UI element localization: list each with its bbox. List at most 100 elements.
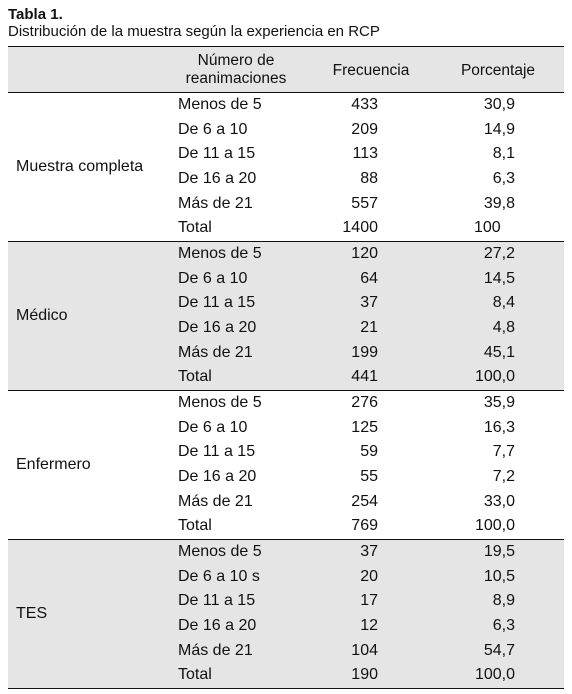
header-num-reanimaciones: Número de reanimaciones xyxy=(176,52,296,88)
group-label: Médico xyxy=(16,307,68,324)
cell-reanimaciones: Menos de 5 xyxy=(178,245,262,262)
table-row: Menos de 5 37 19,5 xyxy=(8,540,564,565)
header-frecuencia: Frecuencia xyxy=(332,62,410,79)
table-row: Menos de 5 120 27,2 xyxy=(8,242,564,267)
cell-reanimaciones: De 16 a 20 xyxy=(178,468,257,485)
cell-frecuencia: 20 xyxy=(360,567,378,585)
cell-porcentaje: 100,0 xyxy=(474,368,515,386)
cell-frecuencia: 254 xyxy=(351,492,378,510)
header-num-line2: reanimaciones xyxy=(185,70,287,87)
cell-porcentaje: 45,1 xyxy=(483,343,515,361)
table-row: Más de 21 104 54,7 xyxy=(8,639,564,664)
cell-frecuencia: 209 xyxy=(351,120,378,138)
table-row: Más de 21 199 45,1 xyxy=(8,341,564,366)
cell-reanimaciones: De 11 a 15 xyxy=(178,592,256,610)
cell-reanimaciones: Menos de 5 xyxy=(178,543,262,560)
cell-reanimaciones: Menos de 5 xyxy=(178,394,262,411)
cell-frecuencia: 17 xyxy=(360,592,378,610)
table-row: Más de 21 557 39,8 xyxy=(8,192,564,217)
table-row: Más de 21 254 33,0 xyxy=(8,490,564,515)
cell-porcentaje: 8,1 xyxy=(492,145,515,163)
cell-reanimaciones: De 11 a 15 xyxy=(178,145,256,163)
cell-porcentaje: 6,3 xyxy=(492,170,515,187)
cell-reanimaciones: De 11 a 15 xyxy=(178,443,256,461)
cell-porcentaje: 8,9 xyxy=(492,592,515,610)
table-group: Médico Menos de 5 120 27,2 De 6 a 10 64 14,5 De… xyxy=(8,242,564,391)
cell-porcentaje: 30,9 xyxy=(483,96,515,113)
cell-frecuencia: 557 xyxy=(351,194,378,212)
cell-porcentaje: 33,0 xyxy=(483,492,515,510)
cell-porcentaje: 54,7 xyxy=(483,641,515,659)
cell-reanimaciones: De 16 a 20 xyxy=(178,617,257,634)
table-row: De 11 a 15 113 8,1 xyxy=(8,142,564,167)
table-row: De 11 a 15 37 8,4 xyxy=(8,291,564,316)
cell-frecuencia: 37 xyxy=(360,294,378,312)
table-row: De 11 a 15 17 8,9 xyxy=(8,589,564,614)
cell-porcentaje: 100,0 xyxy=(474,517,515,535)
table-subtitle: Distribución de la muestra según la expe… xyxy=(8,23,380,40)
table-row: De 16 a 20 12 6,3 xyxy=(8,614,564,639)
cell-porcentaje: 27,2 xyxy=(483,245,515,262)
table-caption: Tabla 1. Distribución de la muestra segú… xyxy=(8,6,568,41)
table-row: De 6 a 10 209 14,9 xyxy=(8,118,564,143)
cell-reanimaciones: De 11 a 15 xyxy=(178,294,256,312)
cell-porcentaje: 14,5 xyxy=(483,269,515,287)
cell-frecuencia: 433 xyxy=(351,96,378,113)
table-row: De 16 a 20 21 4,8 xyxy=(8,316,564,341)
table-header: Número de reanimaciones Frecuencia Porce… xyxy=(8,46,564,93)
cell-porcentaje: 16,3 xyxy=(483,418,515,436)
cell-frecuencia: 59 xyxy=(360,443,378,461)
table-group: TES Menos de 5 37 19,5 De 6 a 10 s 20 10,5 De 1… xyxy=(8,540,564,689)
group-label: TES xyxy=(16,605,48,622)
table-group: Muestra completa Menos de 5 433 30,9 De 6 a … xyxy=(8,93,564,242)
data-table: Número de reanimaciones Frecuencia Porce… xyxy=(8,46,564,689)
table-row: Menos de 5 433 30,9 xyxy=(8,93,564,118)
table-row: De 16 a 20 55 7,2 xyxy=(8,465,564,490)
table-body: Muestra completa Menos de 5 433 30,9 De 6 a … xyxy=(8,93,564,689)
cell-reanimaciones: Menos de 5 xyxy=(178,96,262,113)
cell-reanimaciones: De 6 a 10 xyxy=(178,269,248,287)
cell-reanimaciones: Más de 21 xyxy=(178,641,253,659)
group-label: Enfermero xyxy=(16,456,91,473)
cell-frecuencia: 769 xyxy=(351,517,378,535)
cell-reanimaciones: De 6 a 10 s xyxy=(178,567,260,585)
table-row: Total 769 100,0 xyxy=(8,514,564,539)
cell-porcentaje: 100,0 xyxy=(474,666,515,684)
cell-porcentaje: 14,9 xyxy=(483,120,515,138)
table-row: De 6 a 10 s 20 10,5 xyxy=(8,565,564,590)
cell-porcentaje: 35,9 xyxy=(483,394,515,411)
cell-reanimaciones: Más de 21 xyxy=(178,492,253,510)
cell-frecuencia: 125 xyxy=(351,418,378,436)
header-num-line1: Número de xyxy=(197,52,275,69)
cell-porcentaje: 7,7 xyxy=(492,443,515,461)
cell-frecuencia: 1400 xyxy=(342,219,378,237)
cell-reanimaciones: Total xyxy=(178,517,212,535)
cell-porcentaje: 19,5 xyxy=(483,543,515,560)
cell-reanimaciones: De 16 a 20 xyxy=(178,319,257,336)
table-row: Total 1400 100 xyxy=(8,216,564,241)
cell-frecuencia: 199 xyxy=(351,343,378,361)
cell-frecuencia: 120 xyxy=(351,245,378,262)
cell-reanimaciones: Más de 21 xyxy=(178,343,253,361)
cell-frecuencia: 37 xyxy=(360,543,378,560)
cell-porcentaje: 8,4 xyxy=(492,294,515,312)
cell-reanimaciones: Más de 21 xyxy=(178,194,253,212)
table-row: Total 190 100,0 xyxy=(8,663,564,688)
group-label: Muestra completa xyxy=(16,158,144,175)
cell-porcentaje: 4,8 xyxy=(492,319,515,336)
cell-frecuencia: 64 xyxy=(360,269,378,287)
cell-porcentaje: 100 xyxy=(474,219,501,237)
cell-frecuencia: 113 xyxy=(352,145,378,163)
cell-frecuencia: 276 xyxy=(351,394,378,411)
cell-porcentaje: 6,3 xyxy=(492,617,515,634)
header-porcentaje: Porcentaje xyxy=(460,62,536,79)
table-row: Total 441 100,0 xyxy=(8,365,564,390)
cell-reanimaciones: Total xyxy=(178,666,212,684)
cell-frecuencia: 104 xyxy=(351,641,378,659)
cell-frecuencia: 12 xyxy=(360,617,378,634)
cell-frecuencia: 21 xyxy=(360,319,378,336)
cell-reanimaciones: Total xyxy=(178,219,212,237)
cell-porcentaje: 39,8 xyxy=(483,194,515,212)
table-row: De 6 a 10 125 16,3 xyxy=(8,416,564,441)
table-row: De 6 a 10 64 14,5 xyxy=(8,267,564,292)
